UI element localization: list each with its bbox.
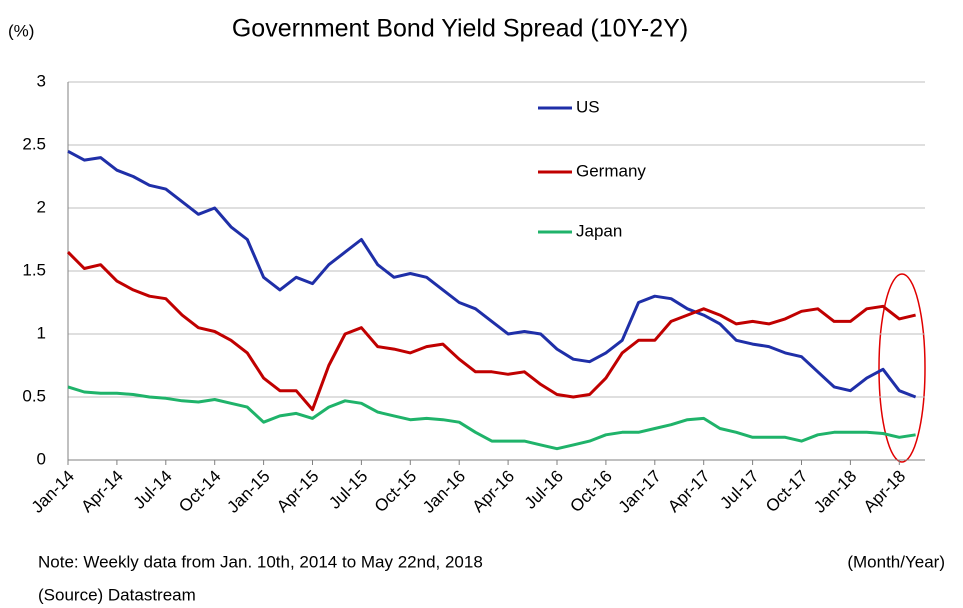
x-tick-label: Jan-14 bbox=[28, 467, 78, 517]
y-tick-label: 3 bbox=[37, 71, 46, 90]
y-axis-label: (%) bbox=[8, 21, 34, 40]
note: Note: Weekly data from Jan. 10th, 2014 t… bbox=[38, 552, 483, 571]
y-tick-label: 1 bbox=[37, 323, 46, 342]
x-tick-label: Jul-15 bbox=[325, 467, 371, 513]
y-tick-label: 0.5 bbox=[22, 386, 46, 405]
x-tick-label: Oct-16 bbox=[566, 467, 616, 517]
y-tick-label: 2 bbox=[37, 197, 46, 216]
x-tick-label: Apr-16 bbox=[469, 467, 519, 517]
y-tick-label: 1.5 bbox=[22, 260, 46, 279]
x-tick-label: Jul-14 bbox=[130, 467, 176, 513]
x-tick-label: Jul-17 bbox=[716, 467, 762, 513]
x-tick-label: Jan-15 bbox=[223, 467, 273, 517]
series-line bbox=[66, 251, 916, 412]
series-line bbox=[67, 149, 917, 399]
x-tick-label: Apr-15 bbox=[273, 467, 323, 517]
x-tick-label: Jan-18 bbox=[810, 467, 860, 517]
x-tick-label: Apr-17 bbox=[664, 467, 714, 517]
x-tick-label: Jan-16 bbox=[419, 467, 469, 517]
x-axis-label: (Month/Year) bbox=[847, 552, 945, 571]
x-tick-label: Oct-17 bbox=[762, 467, 812, 517]
y-tick-label: 2.5 bbox=[22, 134, 46, 153]
legend-label: US bbox=[576, 97, 600, 116]
x-tick-label: Oct-14 bbox=[175, 467, 225, 517]
y-tick-label: 0 bbox=[37, 449, 46, 468]
legend-label: Japan bbox=[576, 221, 622, 240]
x-tick-label: Jan-17 bbox=[615, 467, 665, 517]
legend-label: Germany bbox=[576, 161, 646, 180]
chart-title: Government Bond Yield Spread (10Y-2Y) bbox=[232, 15, 688, 43]
x-tick-label: Jul-16 bbox=[521, 467, 567, 513]
x-tick-label: Apr-18 bbox=[860, 467, 910, 517]
source: (Source) Datastream bbox=[38, 585, 196, 604]
x-tick-label: Apr-14 bbox=[77, 467, 127, 517]
x-tick-label: Oct-15 bbox=[371, 467, 421, 517]
series-line bbox=[67, 385, 916, 451]
highlight-ellipse bbox=[878, 273, 926, 463]
